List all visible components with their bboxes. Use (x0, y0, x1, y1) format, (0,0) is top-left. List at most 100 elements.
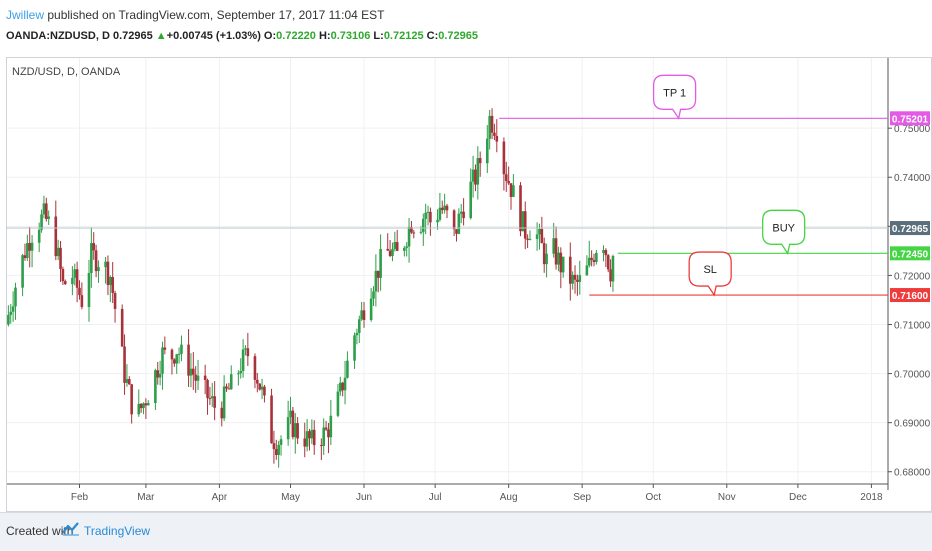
candle-body (429, 211, 432, 223)
chart-area[interactable]: NZD/USD, D, OANDA TP 1 BUY SL 0.68000 0.69000… (6, 57, 932, 512)
candle-body (263, 386, 266, 396)
candle-body (611, 255, 615, 282)
open-label: O: (263, 30, 277, 42)
symbol-info: OANDA:NZDUSD, D 0.72965 ▲+0.00745 (+1.03… (6, 30, 478, 42)
candle-body (256, 379, 259, 384)
candle-body (175, 354, 179, 364)
candle-body (327, 429, 330, 438)
tradingview-brand-link[interactable]: TradingView (84, 524, 151, 538)
open-value: 0.72220 (276, 30, 316, 42)
candle-body (180, 344, 183, 354)
candle-body (595, 252, 598, 262)
candle-body (519, 185, 522, 232)
candle-body (222, 386, 226, 419)
candle-body (578, 275, 582, 282)
candle-body (457, 213, 461, 234)
candle-body (142, 403, 145, 409)
candle-body (507, 180, 510, 184)
publish-info: Jwillew published on TradingView.com, Se… (6, 8, 384, 22)
tp-1-tag (890, 111, 930, 126)
candle-body (237, 373, 240, 375)
candle-body (336, 391, 340, 416)
candle-body (590, 257, 593, 260)
candle-body (173, 359, 176, 364)
candle-body (187, 344, 190, 376)
candle-body (156, 370, 160, 378)
candle-body (279, 439, 283, 445)
author-link[interactable]: Jwillew (6, 8, 45, 22)
candles-group (7, 108, 615, 468)
candle-body (443, 205, 446, 211)
candle-body (144, 403, 148, 406)
x-tick-label: 2018 (860, 492, 883, 503)
candle-body (113, 292, 117, 309)
candle-body (90, 243, 93, 274)
sl-callout-bubble (688, 251, 732, 297)
tp-1-callout: TP 1 (652, 74, 697, 120)
candle-body (526, 238, 529, 240)
candle-body (407, 227, 411, 247)
candle-body (559, 252, 563, 273)
candle-body (92, 243, 96, 251)
candle-body (606, 255, 610, 270)
candle-body (557, 252, 560, 265)
footer-bar: Created with TradingView (0, 512, 932, 551)
candle-body (272, 443, 276, 450)
low-label: L: (373, 30, 384, 42)
candle-body (87, 273, 91, 308)
candle-body (476, 158, 480, 185)
tp-1-tag-label: 0.75201 (892, 114, 929, 125)
candle-body (260, 386, 264, 390)
candle-body (158, 373, 162, 378)
candle-body (512, 185, 515, 197)
candle-body (502, 141, 506, 175)
price-chart[interactable]: NZD/USD, D, OANDA TP 1 BUY SL 0.68000 0.69000… (6, 57, 932, 512)
candle-body (490, 115, 494, 133)
candle-body (493, 132, 496, 136)
candle-body (436, 219, 439, 223)
sl-callout-label: SL (703, 264, 716, 276)
candle-body (163, 347, 167, 350)
tp-1-callout-bubble (652, 74, 697, 120)
tp-1-callout-label: TP 1 (663, 87, 686, 99)
candle-body (369, 298, 373, 320)
candle-body (246, 348, 250, 357)
candle-body (346, 360, 349, 378)
candle-body (54, 216, 58, 257)
tradingview-logo-icon[interactable] (62, 521, 80, 537)
candle-body (320, 445, 323, 447)
candle-body (322, 427, 326, 446)
candle-body (137, 403, 141, 415)
high-value: 0.73106 (330, 30, 371, 42)
candle-body (324, 427, 328, 430)
candle-body (419, 231, 423, 233)
candle-body (7, 314, 10, 325)
candle-body (486, 138, 489, 164)
candle-body (341, 382, 344, 391)
candle-body (229, 374, 233, 390)
candle-body (203, 375, 207, 380)
x-tick-label: Feb (71, 492, 89, 503)
candle-body (109, 276, 112, 286)
candle-body (289, 410, 292, 418)
candle-body (210, 396, 214, 399)
candle-body (208, 398, 212, 400)
candle-body (225, 386, 228, 389)
candle-body (303, 438, 307, 447)
close-label: C: (426, 30, 439, 42)
candle-body (111, 276, 114, 293)
candle-body (488, 115, 491, 139)
current-price-tag (890, 221, 930, 236)
candle-body (192, 368, 195, 375)
candle-body (509, 183, 513, 197)
close-value: 0.72965 (438, 30, 479, 42)
candle-body (130, 384, 133, 415)
x-tick-label: Jun (356, 492, 372, 503)
candle-body (56, 247, 60, 257)
candle-body (11, 306, 15, 312)
candle-body (424, 212, 427, 219)
candle-body (120, 308, 124, 347)
candle-body (73, 269, 77, 278)
candle-body (469, 181, 473, 219)
candle-body (274, 449, 278, 455)
